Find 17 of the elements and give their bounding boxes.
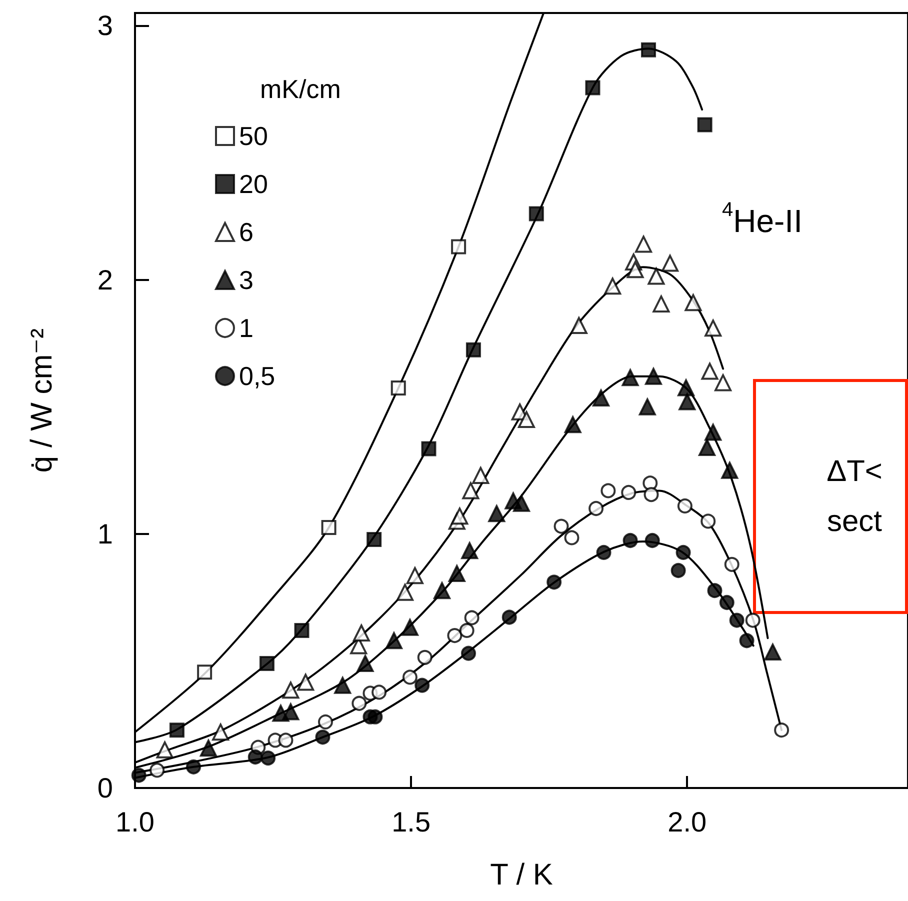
legend-label: 1	[239, 313, 254, 343]
x-tick-label: 1.0	[116, 806, 154, 838]
legend-label: 6	[239, 217, 254, 247]
y-tick-label: 2	[97, 264, 113, 296]
legend-label: 0,5	[239, 361, 276, 391]
y-tick-label: 0	[97, 772, 113, 804]
legend-title: mK/cm	[260, 74, 341, 104]
legend-label: 20	[239, 169, 268, 199]
legend-label: 50	[239, 121, 268, 151]
annotation: ΔT< sect	[826, 455, 883, 538]
y-axis-title: q̇ / W cm⁻²	[26, 328, 58, 473]
x-tick-label: 1.5	[392, 806, 431, 838]
x-axis-title: T / K	[490, 858, 553, 892]
x-tick-label: 2.0	[668, 806, 707, 838]
legend-label: 3	[239, 265, 254, 295]
y-tick-label: 3	[97, 10, 113, 42]
y-tick-label: 1	[97, 518, 113, 550]
